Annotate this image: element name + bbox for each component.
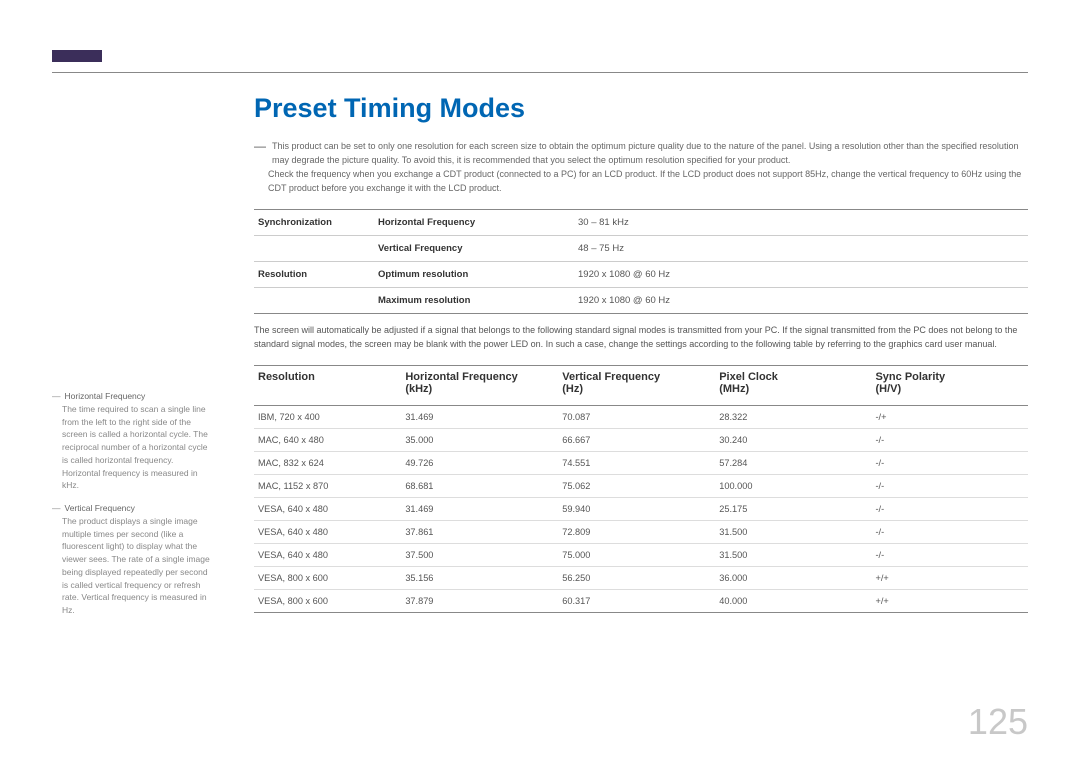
timing-header: Pixel Clock(MHz) xyxy=(715,366,871,406)
definition-body: The time required to scan a single line … xyxy=(62,403,212,492)
spec-table: SynchronizationHorizontal Frequency30 – … xyxy=(254,209,1028,314)
timing-cell: 72.809 xyxy=(558,521,715,544)
note-item: ― This product can be set to only one re… xyxy=(254,140,1028,167)
timing-cell: 36.000 xyxy=(715,567,871,590)
spec-row: Maximum resolution1920 x 1080 @ 60 Hz xyxy=(254,288,1028,314)
timing-cell: VESA, 640 x 480 xyxy=(254,521,401,544)
timing-cell: -/- xyxy=(871,498,1028,521)
definition-title: Horizontal Frequency xyxy=(65,390,146,403)
timing-cell: 31.469 xyxy=(401,498,558,521)
spec-label: Vertical Frequency xyxy=(374,236,574,262)
timing-cell: 31.500 xyxy=(715,544,871,567)
page-title: Preset Timing Modes xyxy=(254,93,1028,124)
timing-header: Resolution xyxy=(254,366,401,406)
timing-cell: MAC, 1152 x 870 xyxy=(254,475,401,498)
timing-row: MAC, 640 x 48035.00066.66730.240-/- xyxy=(254,429,1028,452)
timing-cell: -/- xyxy=(871,429,1028,452)
timing-cell: VESA, 640 x 480 xyxy=(254,498,401,521)
timing-cell: IBM, 720 x 400 xyxy=(254,406,401,429)
timing-row: MAC, 832 x 62449.72674.55157.284-/- xyxy=(254,452,1028,475)
sidebar-definitions: ― Horizontal FrequencyThe time required t… xyxy=(52,390,212,627)
timing-cell: VESA, 800 x 600 xyxy=(254,590,401,613)
timing-cell: 75.000 xyxy=(558,544,715,567)
timing-cell: 49.726 xyxy=(401,452,558,475)
timing-cell: 68.681 xyxy=(401,475,558,498)
timing-row: MAC, 1152 x 87068.68175.062100.000-/- xyxy=(254,475,1028,498)
timing-cell: 57.284 xyxy=(715,452,871,475)
timing-row: VESA, 800 x 60035.15656.25036.000+/+ xyxy=(254,567,1028,590)
sidebar-definition: ― Vertical FrequencyThe product displays … xyxy=(52,502,212,617)
spec-category: Synchronization xyxy=(254,210,374,236)
chapter-tab-marker xyxy=(52,50,102,62)
spec-row: Vertical Frequency48 – 75 Hz xyxy=(254,236,1028,262)
timing-cell: 35.000 xyxy=(401,429,558,452)
timing-cell: 70.087 xyxy=(558,406,715,429)
timing-cell: 37.500 xyxy=(401,544,558,567)
timing-cell: VESA, 640 x 480 xyxy=(254,544,401,567)
timing-cell: -/- xyxy=(871,544,1028,567)
timing-cell: VESA, 800 x 600 xyxy=(254,567,401,590)
header-rule xyxy=(52,72,1028,73)
timing-header: Horizontal Frequency(kHz) xyxy=(401,366,558,406)
timing-cell: 74.551 xyxy=(558,452,715,475)
timing-cell: 30.240 xyxy=(715,429,871,452)
timing-cell: MAC, 640 x 480 xyxy=(254,429,401,452)
timing-row: VESA, 640 x 48031.46959.94025.175-/- xyxy=(254,498,1028,521)
spec-value: 1920 x 1080 @ 60 Hz xyxy=(574,288,1028,314)
timing-cell: 75.062 xyxy=(558,475,715,498)
note-item: Check the frequency when you exchange a … xyxy=(254,168,1028,195)
spec-row: SynchronizationHorizontal Frequency30 – … xyxy=(254,210,1028,236)
timing-cell: -/+ xyxy=(871,406,1028,429)
timing-cell: 59.940 xyxy=(558,498,715,521)
timing-table: ResolutionHorizontal Frequency(kHz)Verti… xyxy=(254,365,1028,613)
timing-row: VESA, 640 x 48037.86172.80931.500-/- xyxy=(254,521,1028,544)
timing-cell: 31.469 xyxy=(401,406,558,429)
timing-cell: MAC, 832 x 624 xyxy=(254,452,401,475)
explanation-paragraph: The screen will automatically be adjuste… xyxy=(254,324,1028,351)
spec-label: Horizontal Frequency xyxy=(374,210,574,236)
timing-cell: 35.156 xyxy=(401,567,558,590)
timing-cell: +/+ xyxy=(871,590,1028,613)
spec-category: Resolution xyxy=(254,262,374,288)
note-text: Check the frequency when you exchange a … xyxy=(268,168,1028,195)
timing-cell: 25.175 xyxy=(715,498,871,521)
note-text: This product can be set to only one reso… xyxy=(272,140,1028,167)
spec-category xyxy=(254,236,374,262)
spec-row: ResolutionOptimum resolution1920 x 1080 … xyxy=(254,262,1028,288)
timing-cell: 40.000 xyxy=(715,590,871,613)
timing-cell: 56.250 xyxy=(558,567,715,590)
timing-row: VESA, 640 x 48037.50075.00031.500-/- xyxy=(254,544,1028,567)
spec-label: Optimum resolution xyxy=(374,262,574,288)
timing-cell: 31.500 xyxy=(715,521,871,544)
intro-notes: ― This product can be set to only one re… xyxy=(254,140,1028,195)
page-number: 125 xyxy=(968,701,1028,743)
definition-title: Vertical Frequency xyxy=(65,502,135,515)
spec-value: 48 – 75 Hz xyxy=(574,236,1028,262)
timing-cell: +/+ xyxy=(871,567,1028,590)
timing-header: Sync Polarity(H/V) xyxy=(871,366,1028,406)
definition-body: The product displays a single image mult… xyxy=(62,515,212,617)
timing-row: VESA, 800 x 60037.87960.31740.000+/+ xyxy=(254,590,1028,613)
main-content: Preset Timing Modes ― This product can b… xyxy=(254,93,1028,613)
timing-cell: 60.317 xyxy=(558,590,715,613)
timing-row: IBM, 720 x 40031.46970.08728.322-/+ xyxy=(254,406,1028,429)
dash-icon: ― xyxy=(52,502,61,515)
timing-cell: 37.861 xyxy=(401,521,558,544)
timing-cell: 37.879 xyxy=(401,590,558,613)
timing-cell: -/- xyxy=(871,475,1028,498)
timing-cell: 66.667 xyxy=(558,429,715,452)
timing-cell: 28.322 xyxy=(715,406,871,429)
dash-icon: ― xyxy=(254,140,266,167)
timing-cell: -/- xyxy=(871,521,1028,544)
timing-header: Vertical Frequency(Hz) xyxy=(558,366,715,406)
sidebar-definition: ― Horizontal FrequencyThe time required t… xyxy=(52,390,212,492)
spec-value: 30 – 81 kHz xyxy=(574,210,1028,236)
spec-label: Maximum resolution xyxy=(374,288,574,314)
timing-cell: -/- xyxy=(871,452,1028,475)
timing-cell: 100.000 xyxy=(715,475,871,498)
spec-value: 1920 x 1080 @ 60 Hz xyxy=(574,262,1028,288)
dash-icon: ― xyxy=(52,390,61,403)
spec-category xyxy=(254,288,374,314)
